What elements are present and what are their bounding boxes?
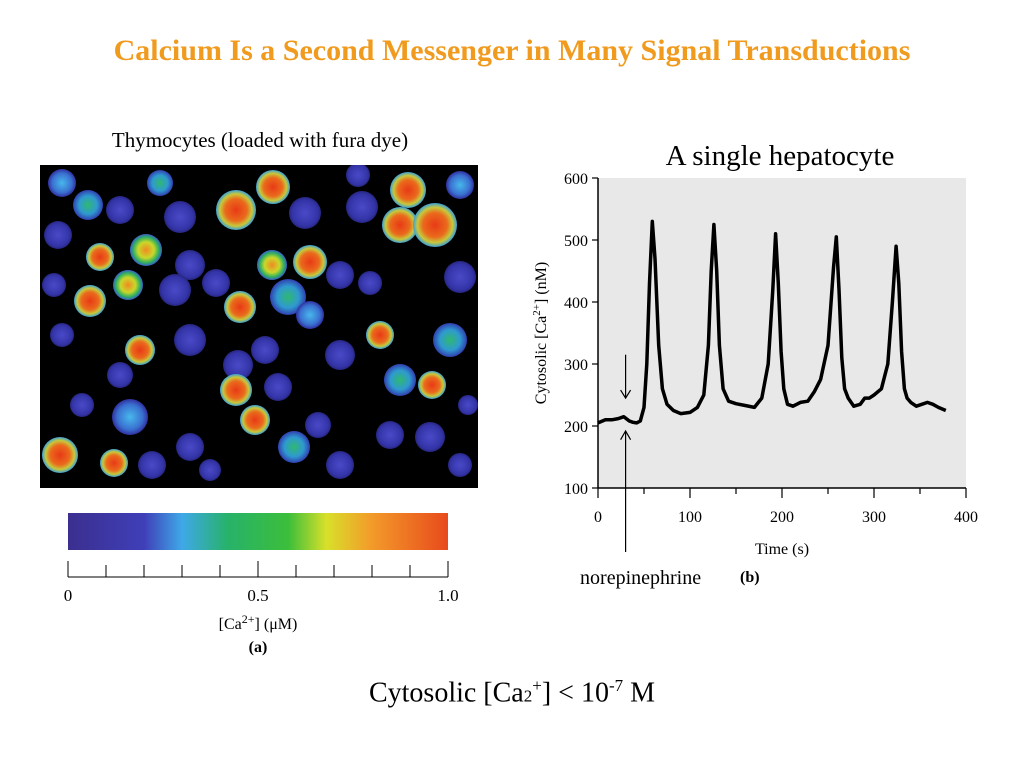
cytosolic-calcium-formula: Cytosolic [Ca2+] < 10-7 M [368,676,656,709]
colorbar-tick-label: 1.0 [437,586,458,605]
x-tick-label: 100 [678,509,702,526]
colorbar-tick-label: 0 [64,586,73,605]
x-tick-label: 400 [954,509,978,526]
y-tick-label: 200 [564,419,588,436]
x-tick-label: 200 [770,509,794,526]
y-tick-label: 300 [564,357,588,374]
thymocyte-cells-picture [42,165,478,481]
down-arrow-head [620,389,632,400]
y-tick-label: 600 [564,171,588,188]
calcium-trace-line [597,219,947,425]
y-tick-label: 500 [564,233,588,250]
micrograph-caption: Thymocytes (loaded with fura dye) [111,128,409,152]
colorbar-tick-label: 0.5 [247,586,268,605]
norepinephrine-label: norepinephrine [580,567,701,589]
y-tick-label: 400 [564,295,588,312]
colorbar-ticks [67,561,449,577]
calcium-color-scale: 0 0.5 1.0 [Ca2+] (μM) (a) [64,513,459,656]
panel-letter-b: (b) [740,569,760,586]
chart-axes: 100 200 300 400 500 600 0 100 200 300 400 [564,171,978,526]
y-axis-label: Cytosolic [Ca2+] (nM) [531,262,550,404]
colorbar-label: [Ca2+] (μM) [219,612,298,633]
stimulus-arrows [620,354,632,552]
panel-letter-a: (a) [249,639,268,656]
x-tick-label: 0 [594,509,602,526]
x-tick-label: 300 [862,509,886,526]
hepatocyte-heading: A single hepatocyte [665,140,895,172]
slide-title: Calcium Is a Second Messenger in Many Si… [113,34,911,67]
x-axis-label: Time (s) [755,541,809,558]
y-tick-label: 100 [564,481,588,498]
thymocyte-fluorescence-image [40,165,478,488]
calcium-oscillation-chart: 100 200 300 400 500 600 0 100 200 300 400 Cytosoli… [531,171,978,589]
colorbar-gradient [68,513,448,550]
up-arrow-head [620,429,632,440]
